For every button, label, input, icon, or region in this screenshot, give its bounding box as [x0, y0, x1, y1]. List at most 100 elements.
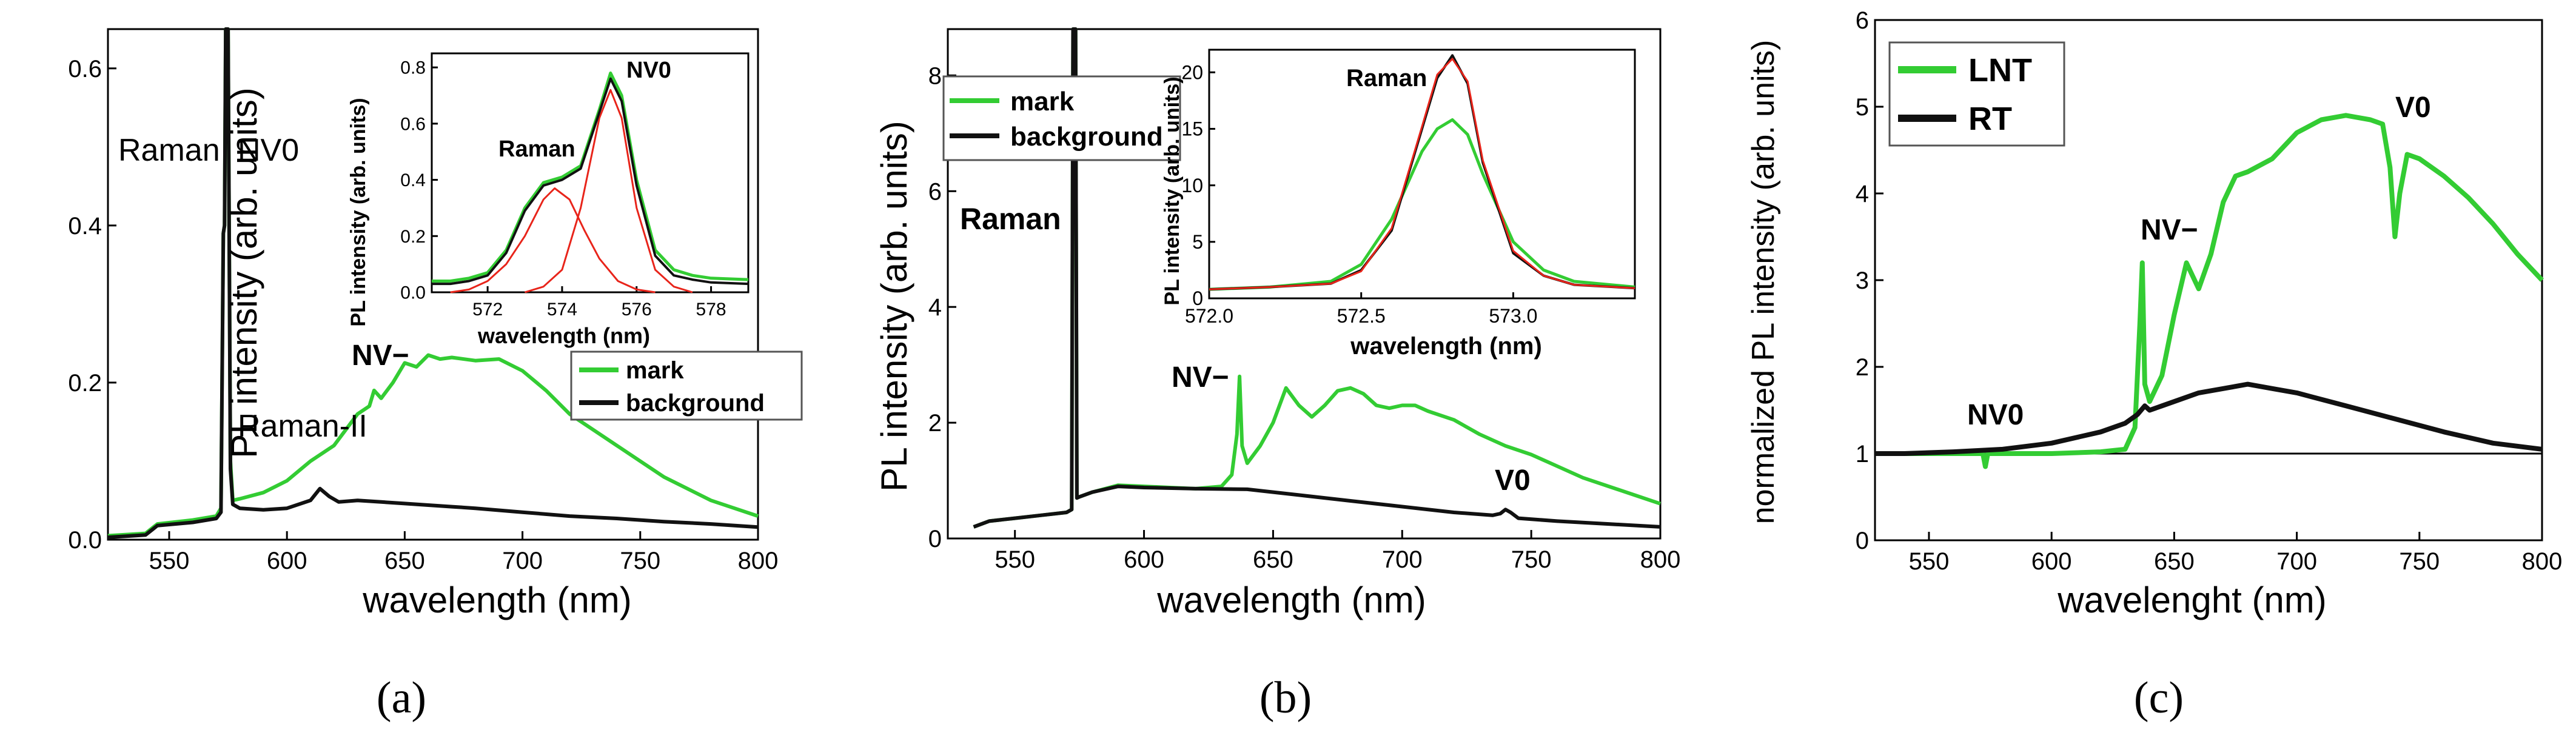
panel-b-inset-ytick-label: 10: [1181, 175, 1203, 196]
panel-c-xtick-label: 600: [2031, 548, 2072, 575]
panel-b-inset-frame: [1208, 49, 1636, 300]
panel-a-label-nv-minus: NV−: [352, 340, 409, 372]
panel-a-inset-xtick-label: 576: [622, 300, 652, 320]
panel-b-inset-ylabel: PL intensity (arb. units): [1161, 76, 1184, 305]
panel-b-inset-xtick-label: 572.5: [1337, 305, 1386, 327]
panel-a-inset-frame: [431, 52, 750, 293]
panel-a-inset-ytick-label: 0.8: [400, 58, 426, 78]
panel-a-label-nv0-text: NV0: [238, 133, 299, 168]
panel-b-inset-ytick-label: 5: [1192, 231, 1203, 253]
panel-b-caption: (b): [1259, 673, 1312, 723]
panel-c-ytick-label: 4: [1856, 181, 1869, 207]
panel-c-xtick-label: 750: [2399, 548, 2440, 575]
panel-a-xtick-label: 800: [738, 548, 779, 574]
panel-b-legend-label-background: background: [1010, 122, 1163, 152]
panel-c-legend-box: [1888, 41, 2065, 147]
panel-b-xtick-label: 750: [1511, 546, 1552, 573]
panel-a-xtick-label: 650: [384, 548, 425, 574]
panel-b-inset-label-raman: Raman: [1346, 65, 1427, 92]
panel-c-xlabel: wavelenght (nm): [2057, 580, 2327, 620]
panel-c-xtick-label: 700: [2276, 548, 2317, 575]
panel-b-legend: mark background: [942, 75, 1181, 161]
panel-b-ytick-label: 8: [928, 62, 942, 89]
panel-b-legend-box: [942, 75, 1181, 161]
panel-b-xlabel: wavelength (nm): [1156, 580, 1426, 620]
panel-a-ytick-label: 0.4: [68, 213, 102, 240]
panel-b-series-background: [973, 27, 1661, 529]
panel-c-ytick-label: 5: [1856, 94, 1869, 121]
panel-a-inset-ylabel: PL intensity (arb. units): [347, 98, 370, 326]
panel-a-label-raman-ii: Raman-II: [238, 409, 367, 444]
panel-b-label-raman: Raman: [960, 202, 1061, 236]
panel-a-ytick-label: 0.2: [68, 370, 102, 397]
panel-b-inset-ytick-label: 15: [1181, 118, 1203, 140]
panel-a-xtick-label: 600: [267, 548, 307, 574]
panel-a-xlabel: wavelength (nm): [362, 580, 632, 620]
panel-a-legend-label-background: background: [626, 390, 765, 417]
panel-a-inset-plot: 572 574 576 578 0.0 0.2 0.4 0.6 0.8: [400, 52, 750, 320]
panel-a-inset-series-raman-fit: [450, 187, 656, 293]
panel-b-inset-plot: 572.0 572.5 573.0 0 5 10 15 20: [1181, 49, 1636, 327]
panel-b-ytick-label: 2: [928, 410, 942, 437]
panel-a-xtick-label: 550: [149, 548, 190, 574]
panel-a-inset-label-nv0: NV0: [626, 58, 671, 83]
panel-c-ytick-label: 2: [1856, 354, 1869, 381]
panel-c-legend-label-rt: RT: [1968, 101, 2012, 137]
panel-a-inset-label-raman: Raman: [498, 136, 575, 162]
panel-c-xtick-label: 650: [2154, 548, 2195, 575]
panel-c-label-nv-minus: NV−: [2141, 214, 2198, 246]
panel-a-legend-box: [570, 350, 803, 421]
panel-b-label-nv-minus: NV−: [1172, 361, 1229, 394]
panel-a-inset-xtick-label: 572: [472, 300, 503, 320]
panel-b-inset-series-mark: [1209, 118, 1635, 291]
panel-a-inset-series-background: [432, 77, 749, 286]
panel-a-inset-ytick-label: 0.2: [400, 227, 426, 247]
panel-c-caption: (c): [2134, 673, 2184, 723]
panel-c-series-lnt: [1875, 113, 2544, 469]
panel-a-xtick-label: 700: [502, 548, 543, 574]
panel-b: 550 600 650 700 750 800 0 2 4 6 8 572.0 572.5 573.0 0…: [874, 27, 1680, 723]
panel-b-inset-xtick-label: 573.0: [1489, 305, 1537, 327]
panel-a-ytick-label: 0.0: [68, 527, 102, 554]
panel-b-ytick-label: 0: [928, 526, 942, 552]
panel-a-xtick-label: 750: [620, 548, 660, 574]
panel-c-ytick-label: 3: [1856, 267, 1869, 294]
panel-c-legend: LNT RT: [1888, 41, 2065, 147]
panel-b-ytick-label: 4: [928, 294, 942, 321]
panel-c: 550 600 650 700 750 800 0 1 2 3 4 5 6 normalized PL …: [1746, 7, 2562, 723]
panel-a-ytick-label: 0.6: [68, 56, 102, 82]
panel-a-inset-xlabel: wavelength (nm): [477, 323, 650, 348]
panel-b-inset-ytick-label: 20: [1181, 61, 1203, 83]
panel-b-inset-xtick-label: 572.0: [1185, 305, 1233, 327]
panel-a-label-raman: Raman: [118, 133, 220, 168]
panel-b-xtick-label: 600: [1124, 546, 1164, 573]
panel-c-label-nv0: NV0: [1967, 399, 2024, 431]
panel-b-inset-ytick-label: 0: [1192, 287, 1203, 309]
panel-c-series-rt: [1875, 381, 2543, 456]
panel-a-inset-ytick-label: 0.6: [400, 114, 426, 134]
panel-a-inset-series-nv0-fit: [525, 89, 693, 293]
panel-a-label-nv0: NV0: [238, 133, 299, 168]
panel-a-inset-xtick-label: 574: [547, 300, 577, 320]
panel-b-inset-xlabel: wavelength (nm): [1350, 333, 1542, 360]
panel-b-label-v0: V0: [1495, 464, 1531, 497]
panel-a-caption: (a): [377, 673, 426, 723]
panel-a-legend-label-mark: mark: [626, 357, 684, 384]
panel-c-legend-label-lnt: LNT: [1968, 52, 2032, 89]
panel-b-ytick-label: 6: [928, 178, 942, 205]
panel-c-label-v0: V0: [2395, 92, 2431, 124]
panel-c-xtick-label: 550: [1909, 548, 1950, 575]
panel-b-xtick-label: 650: [1253, 546, 1293, 573]
panel-a-inset-ytick-label: 0.0: [400, 283, 426, 303]
panel-a: 550 600 650 700 750 800 0.0 0.2 0.4 0.6 572 574 576…: [68, 27, 803, 723]
panel-b-ylabel: PL intensity (arb. units): [874, 121, 914, 491]
panel-b-xtick-label: 700: [1382, 546, 1423, 573]
panel-a-inset-ytick-label: 0.4: [400, 170, 426, 190]
panel-c-ytick-label: 6: [1856, 7, 1869, 34]
panel-b-xtick-label: 550: [995, 546, 1035, 573]
panel-a-legend: mark background: [570, 350, 803, 421]
panel-a-inset-xtick-label: 578: [696, 300, 726, 320]
panel-b-inset-series-fit: [1209, 58, 1635, 290]
panel-a-series-background: [107, 27, 759, 540]
